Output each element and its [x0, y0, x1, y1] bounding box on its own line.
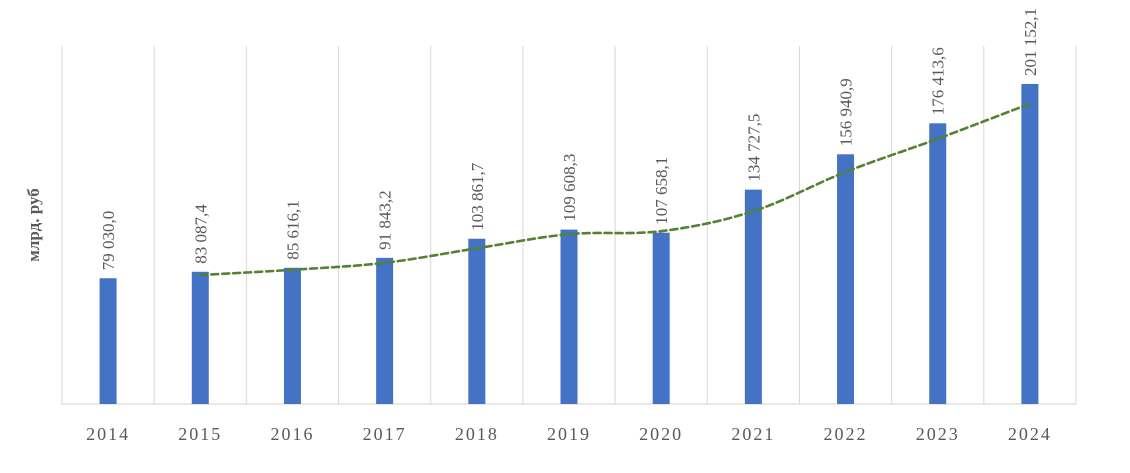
bar-2018: [468, 238, 486, 404]
bar-2014: [99, 278, 117, 404]
bar-2021: [744, 189, 762, 404]
x-tick-label-2022: 2022: [824, 424, 868, 444]
x-tick-labels-layer: 2014 2015 2016 2017 2018 2019 2020 2021 2022 2023…: [86, 424, 1052, 444]
bar-2015: [191, 271, 209, 404]
value-label-2024: 201 152,1: [1021, 8, 1040, 76]
x-tick-label-2019: 2019: [547, 424, 591, 444]
x-tick-label-2016: 2016: [270, 424, 314, 444]
x-tick-label-2023: 2023: [916, 424, 960, 444]
x-tick-label-2021: 2021: [731, 424, 775, 444]
bars-layer: [99, 83, 1039, 405]
x-tick-label-2018: 2018: [455, 424, 499, 444]
value-label-2021: 134 727,5: [744, 114, 763, 182]
value-label-2014: 79 030,0: [99, 211, 118, 271]
value-label-2019: 109 608,3: [560, 154, 579, 222]
x-tick-label-2017: 2017: [363, 424, 407, 444]
trend-layer: [198, 102, 1032, 277]
x-tick-label-2020: 2020: [639, 424, 683, 444]
bar-2022: [837, 154, 855, 404]
bar-2024: [1021, 83, 1039, 405]
value-label-2022: 156 940,9: [837, 78, 856, 146]
bar-2023: [929, 123, 947, 404]
value-label-2015: 83 087,4: [191, 204, 210, 264]
trendline-moving-average: [198, 102, 1032, 277]
value-label-2020: 107 658,1: [652, 157, 671, 225]
bar-2017: [376, 257, 394, 404]
bar-2020: [652, 232, 670, 404]
value-label-2017: 91 843,2: [376, 190, 395, 250]
value-labels-layer: 79 030,0 83 087,4 85 616,1 91 843,2 103 861,…: [99, 8, 1040, 270]
bar-2019: [560, 229, 578, 404]
value-label-2018: 103 861,7: [468, 162, 487, 231]
x-tick-label-2015: 2015: [178, 424, 222, 444]
bar-2016: [283, 267, 301, 404]
x-tick-label-2024: 2024: [1008, 424, 1052, 444]
value-label-2016: 85 616,1: [283, 200, 302, 260]
x-tick-label-2014: 2014: [86, 424, 130, 444]
value-label-2023: 176 413,6: [929, 47, 948, 115]
